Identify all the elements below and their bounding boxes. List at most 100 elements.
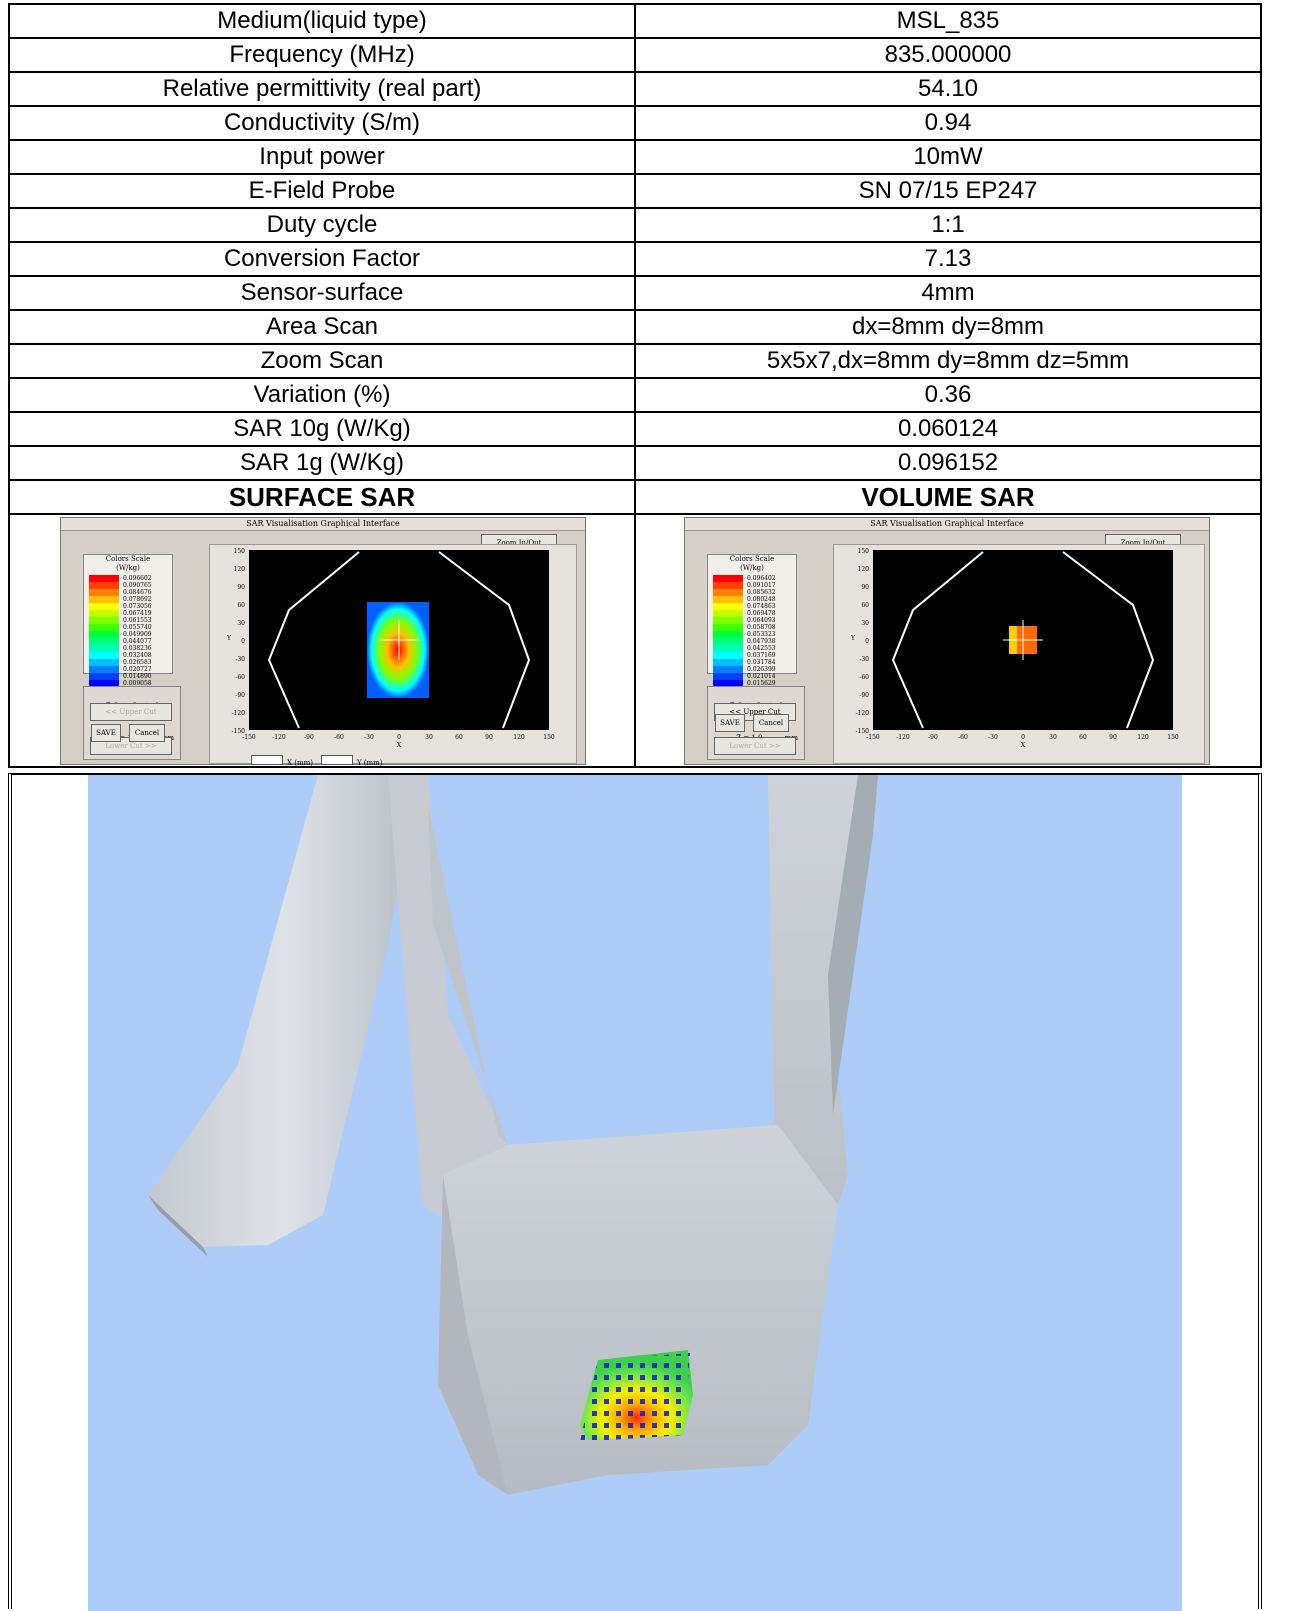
sar-plot: 150 120 90 60 30 0 -30 -60 -90 -120 -150-150 -120 -9… (226, 548, 555, 749)
color-scale-panel: Colors Scale (W/kg) 0.096602 0.090765 0.0846… (83, 554, 173, 687)
param-row: SAR 1g (W/Kg) 0.096152 (8, 445, 1262, 481)
volume-sar-window: SAR Visualisation Graphical Interface Col… (684, 517, 1210, 765)
x-axis-label: X (1021, 742, 1026, 749)
phantom-illustration (148, 775, 878, 1495)
x-tick-label: -150 (866, 734, 880, 741)
param-label: SAR 1g (W/Kg) (8, 445, 636, 481)
legend-value: 0.053323 (747, 631, 776, 638)
x-tick-label: 90 (485, 734, 493, 741)
legend-value: 0.067419 (123, 610, 152, 617)
y-field[interactable] (320, 755, 353, 765)
phantom-contour (891, 551, 1155, 729)
param-value: 54.10 (634, 71, 1262, 107)
phantom-3d-view (88, 775, 1182, 1611)
legend-value: 0.032408 (123, 652, 152, 659)
color-legend: 0.096402 0.091017 0.085632 0.080248 0.074863… (713, 575, 776, 687)
legend-swatch (713, 659, 743, 666)
legend-value: 0.080248 (747, 596, 776, 603)
y-field-label: Y (mm) (356, 759, 383, 767)
legend-swatch (713, 582, 743, 589)
cancel-button[interactable]: Cancel (753, 714, 789, 732)
legend-swatch (89, 624, 119, 631)
x-tick-label: 0 (1021, 734, 1025, 741)
x-tick-label: -30 (988, 734, 998, 741)
legend-value: 0.085632 (747, 589, 776, 596)
param-value: 0.060124 (634, 411, 1262, 447)
y-tick-label: -30 (859, 656, 869, 663)
legend-swatch (89, 610, 119, 617)
param-row: Medium(liquid type) MSL_835 (8, 3, 1262, 39)
legend-swatch (713, 603, 743, 610)
y-tick-label: 120 (858, 566, 870, 573)
sar-hotspot (367, 602, 429, 698)
legend-value: 0.026399 (747, 666, 776, 673)
legend-value: 0.078692 (123, 596, 152, 603)
param-value: 0.94 (634, 105, 1262, 141)
param-row: SAR 10g (W/Kg) 0.060124 (8, 411, 1262, 447)
legend-value: 0.073056 (123, 603, 152, 610)
upper-cut-button[interactable]: << Upper Cut (90, 703, 172, 721)
y-tick-label: 90 (237, 584, 245, 591)
color-scale-panel: Colors Scale (W/kg) 0.096402 0.091017 0.0856… (707, 554, 797, 687)
param-label: Conductivity (S/m) (8, 105, 636, 141)
surface-sar-header: SURFACE SAR (8, 479, 636, 515)
legend-swatch (713, 596, 743, 603)
legend-swatch (89, 596, 119, 603)
color-scale-title: Colors Scale (105, 555, 151, 563)
legend-swatch (89, 652, 119, 659)
x-field[interactable] (251, 755, 283, 765)
param-row: Relative permittivity (real part) 54.10 (8, 71, 1262, 107)
legend-swatch (89, 589, 119, 596)
legend-swatch (89, 631, 119, 638)
legend-swatch (89, 575, 119, 582)
y-tick-label: 0 (865, 638, 869, 645)
legend-swatch (713, 589, 743, 596)
save-button[interactable]: SAVE (91, 724, 121, 742)
y-tick-label: 90 (861, 584, 869, 591)
legend-value: 0.049909 (123, 631, 152, 638)
param-label: Frequency (MHz) (8, 37, 636, 73)
legend-swatch (713, 638, 743, 645)
legend-value: 0.064093 (747, 617, 776, 624)
lower-cut-button[interactable]: Lower Cut >> (714, 737, 796, 755)
x-tick-label: -150 (242, 734, 256, 741)
measurement-table: Medium(liquid type) MSL_835 Frequency (MHz… (8, 3, 1262, 768)
legend-value: 0.026583 (123, 659, 152, 666)
legend-value: 0.061553 (123, 617, 152, 624)
x-tick-label: -90 (304, 734, 314, 741)
legend-value: 0.055740 (123, 624, 152, 631)
x-tick-label: 120 (513, 734, 525, 741)
legend-swatch (713, 652, 743, 659)
param-row: Input power 10mW (8, 139, 1262, 175)
x-tick-label: 30 (1049, 734, 1057, 741)
y-tick-label: 30 (861, 620, 869, 627)
param-label: Medium(liquid type) (8, 3, 636, 39)
volume-sar-header: VOLUME SAR (634, 479, 1262, 515)
y-tick-label: -120 (232, 710, 246, 717)
y-tick-label: 60 (861, 602, 869, 609)
save-button[interactable]: SAVE (715, 714, 745, 732)
color-scale-unit: (W/kg) (740, 564, 764, 572)
volume-sar-cell: SAR Visualisation Graphical Interface Col… (634, 513, 1262, 768)
y-axis-label: Y (850, 635, 856, 642)
x-tick-label: 150 (543, 734, 555, 741)
x-tick-label: 0 (397, 734, 401, 741)
legend-value: 0.031784 (747, 659, 776, 666)
y-tick-label: -150 (856, 728, 870, 735)
legend-value: 0.047938 (747, 638, 776, 645)
legend-value: 0.020727 (123, 666, 152, 673)
phantom-render-frame (8, 773, 1262, 1611)
legend-value: 0.037169 (747, 652, 776, 659)
legend-swatch (713, 610, 743, 617)
legend-value: 0.084676 (123, 589, 152, 596)
param-label: SAR 10g (W/Kg) (8, 411, 636, 447)
y-tick-label: 60 (237, 602, 245, 609)
param-row: Conductivity (S/m) 0.94 (8, 105, 1262, 141)
param-value: SN 07/15 EP247 (634, 173, 1262, 209)
y-tick-label: -60 (235, 674, 245, 681)
cancel-button[interactable]: Cancel (129, 724, 165, 742)
y-tick-label: 30 (237, 620, 245, 627)
y-tick-label: 150 (858, 548, 870, 555)
y-tick-label: -90 (859, 692, 869, 699)
legend-value: 0.042553 (747, 645, 776, 652)
